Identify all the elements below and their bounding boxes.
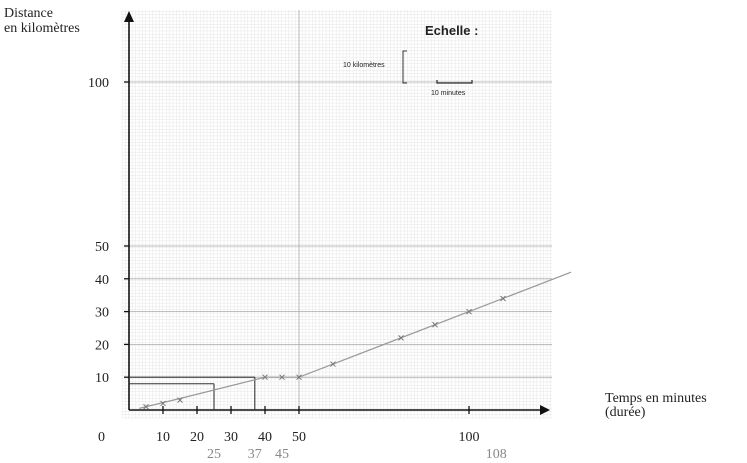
graph-paper-grid <box>121 10 552 419</box>
x-tick-label: 40 <box>258 430 272 445</box>
y-tick-label: 100 <box>88 76 109 91</box>
data-point <box>279 374 285 381</box>
scale-legend: Echelle : 10 kilomètres 10 minutes <box>343 23 478 97</box>
tick-labels: 10 20 30 40 50 100 25 37 45 108 10 20 30 40 50 100 <box>88 76 507 462</box>
x-tick-label: 30 <box>224 430 238 445</box>
y-axis-label-line-2: en kilomètres <box>4 21 80 36</box>
data-point <box>177 397 183 404</box>
y-tick-label: 40 <box>95 273 109 288</box>
data-point <box>500 295 506 302</box>
x-tick-label: 50 <box>292 430 306 445</box>
data-series <box>139 271 572 410</box>
reference-lines <box>129 376 256 410</box>
data-point <box>262 374 268 381</box>
data-point <box>398 334 404 341</box>
y-tick-label: 20 <box>95 338 109 353</box>
x-axis-arrow <box>540 405 550 415</box>
y-axis-label-line-1: Distance <box>4 6 53 21</box>
x-tick-label-secondary: 45 <box>275 447 289 462</box>
scale-legend-title: Echelle : <box>425 23 478 38</box>
y-tick-label: 50 <box>95 240 109 255</box>
x-tick-label: 100 <box>459 430 480 445</box>
origin-label: 0 <box>98 430 105 445</box>
x-axis-label-line-2: (durée) <box>605 405 646 420</box>
data-point <box>432 321 438 328</box>
data-point <box>466 308 472 315</box>
y-axis-arrow <box>124 11 134 22</box>
y-tick-label: 30 <box>95 306 109 321</box>
scale-distance-bracket <box>402 50 407 84</box>
scale-time-bar <box>436 80 473 84</box>
scale-time-label: 10 minutes <box>431 90 466 97</box>
x-tick-label: 20 <box>190 430 204 445</box>
data-point <box>330 361 336 367</box>
x-tick-label-secondary: 25 <box>207 447 221 462</box>
x-tick-label: 10 <box>156 430 170 445</box>
axes <box>124 11 550 415</box>
x-tick-label-secondary: 108 <box>486 447 507 462</box>
data-point <box>296 374 302 381</box>
data-point <box>143 403 149 410</box>
data-point <box>160 400 166 407</box>
scale-distance-label: 10 kilomètres <box>343 62 385 69</box>
y-tick-label: 10 <box>95 371 109 386</box>
x-axis-label-line-1: Temps en minutes <box>605 391 707 406</box>
x-tick-label-secondary: 37 <box>248 447 262 462</box>
